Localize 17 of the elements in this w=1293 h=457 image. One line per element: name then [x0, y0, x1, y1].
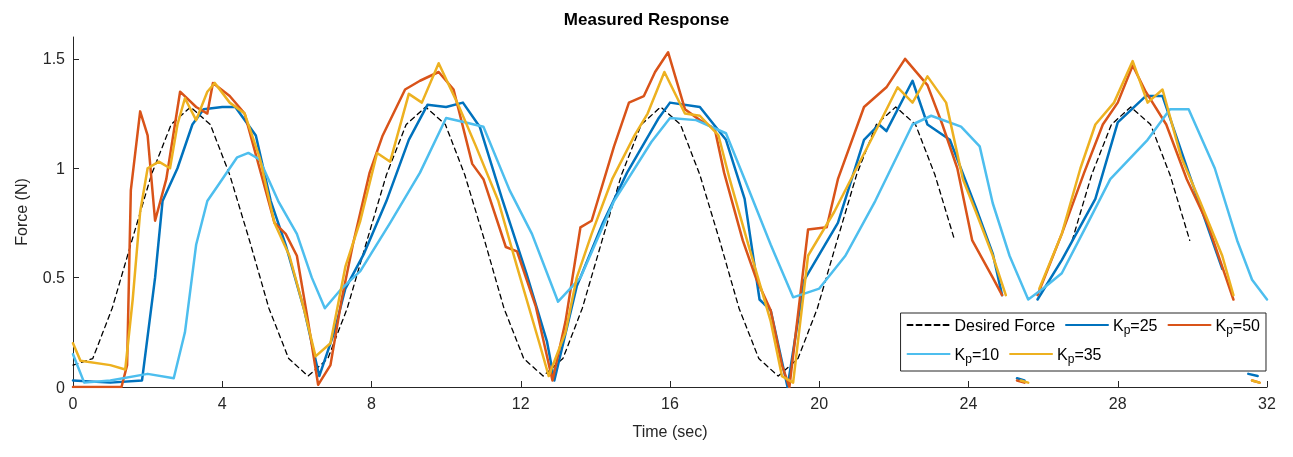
x-tick-label: 16	[661, 394, 679, 412]
chart-title: Measured Response	[563, 10, 730, 29]
y-tick-label: 1	[56, 159, 66, 177]
x-tick-label: 12	[511, 394, 530, 412]
y-tick-label: 1.5	[42, 50, 66, 68]
y-axis-title: Force (N)	[12, 178, 30, 246]
y-tick-label: 0	[56, 378, 66, 396]
x-tick-label: 24	[959, 394, 978, 412]
x-axis-title: Time (sec)	[632, 422, 708, 440]
x-tick-label: 28	[1108, 394, 1127, 412]
y-tick-label: 0.5	[42, 269, 66, 287]
x-tick-label: 4	[217, 394, 227, 412]
x-tick-label: 32	[1258, 394, 1276, 412]
x-tick-label: 20	[810, 394, 829, 412]
x-tick-label: 8	[367, 394, 377, 412]
legend-label: Desired Force	[954, 316, 1056, 334]
x-tick-label: 0	[68, 394, 78, 412]
